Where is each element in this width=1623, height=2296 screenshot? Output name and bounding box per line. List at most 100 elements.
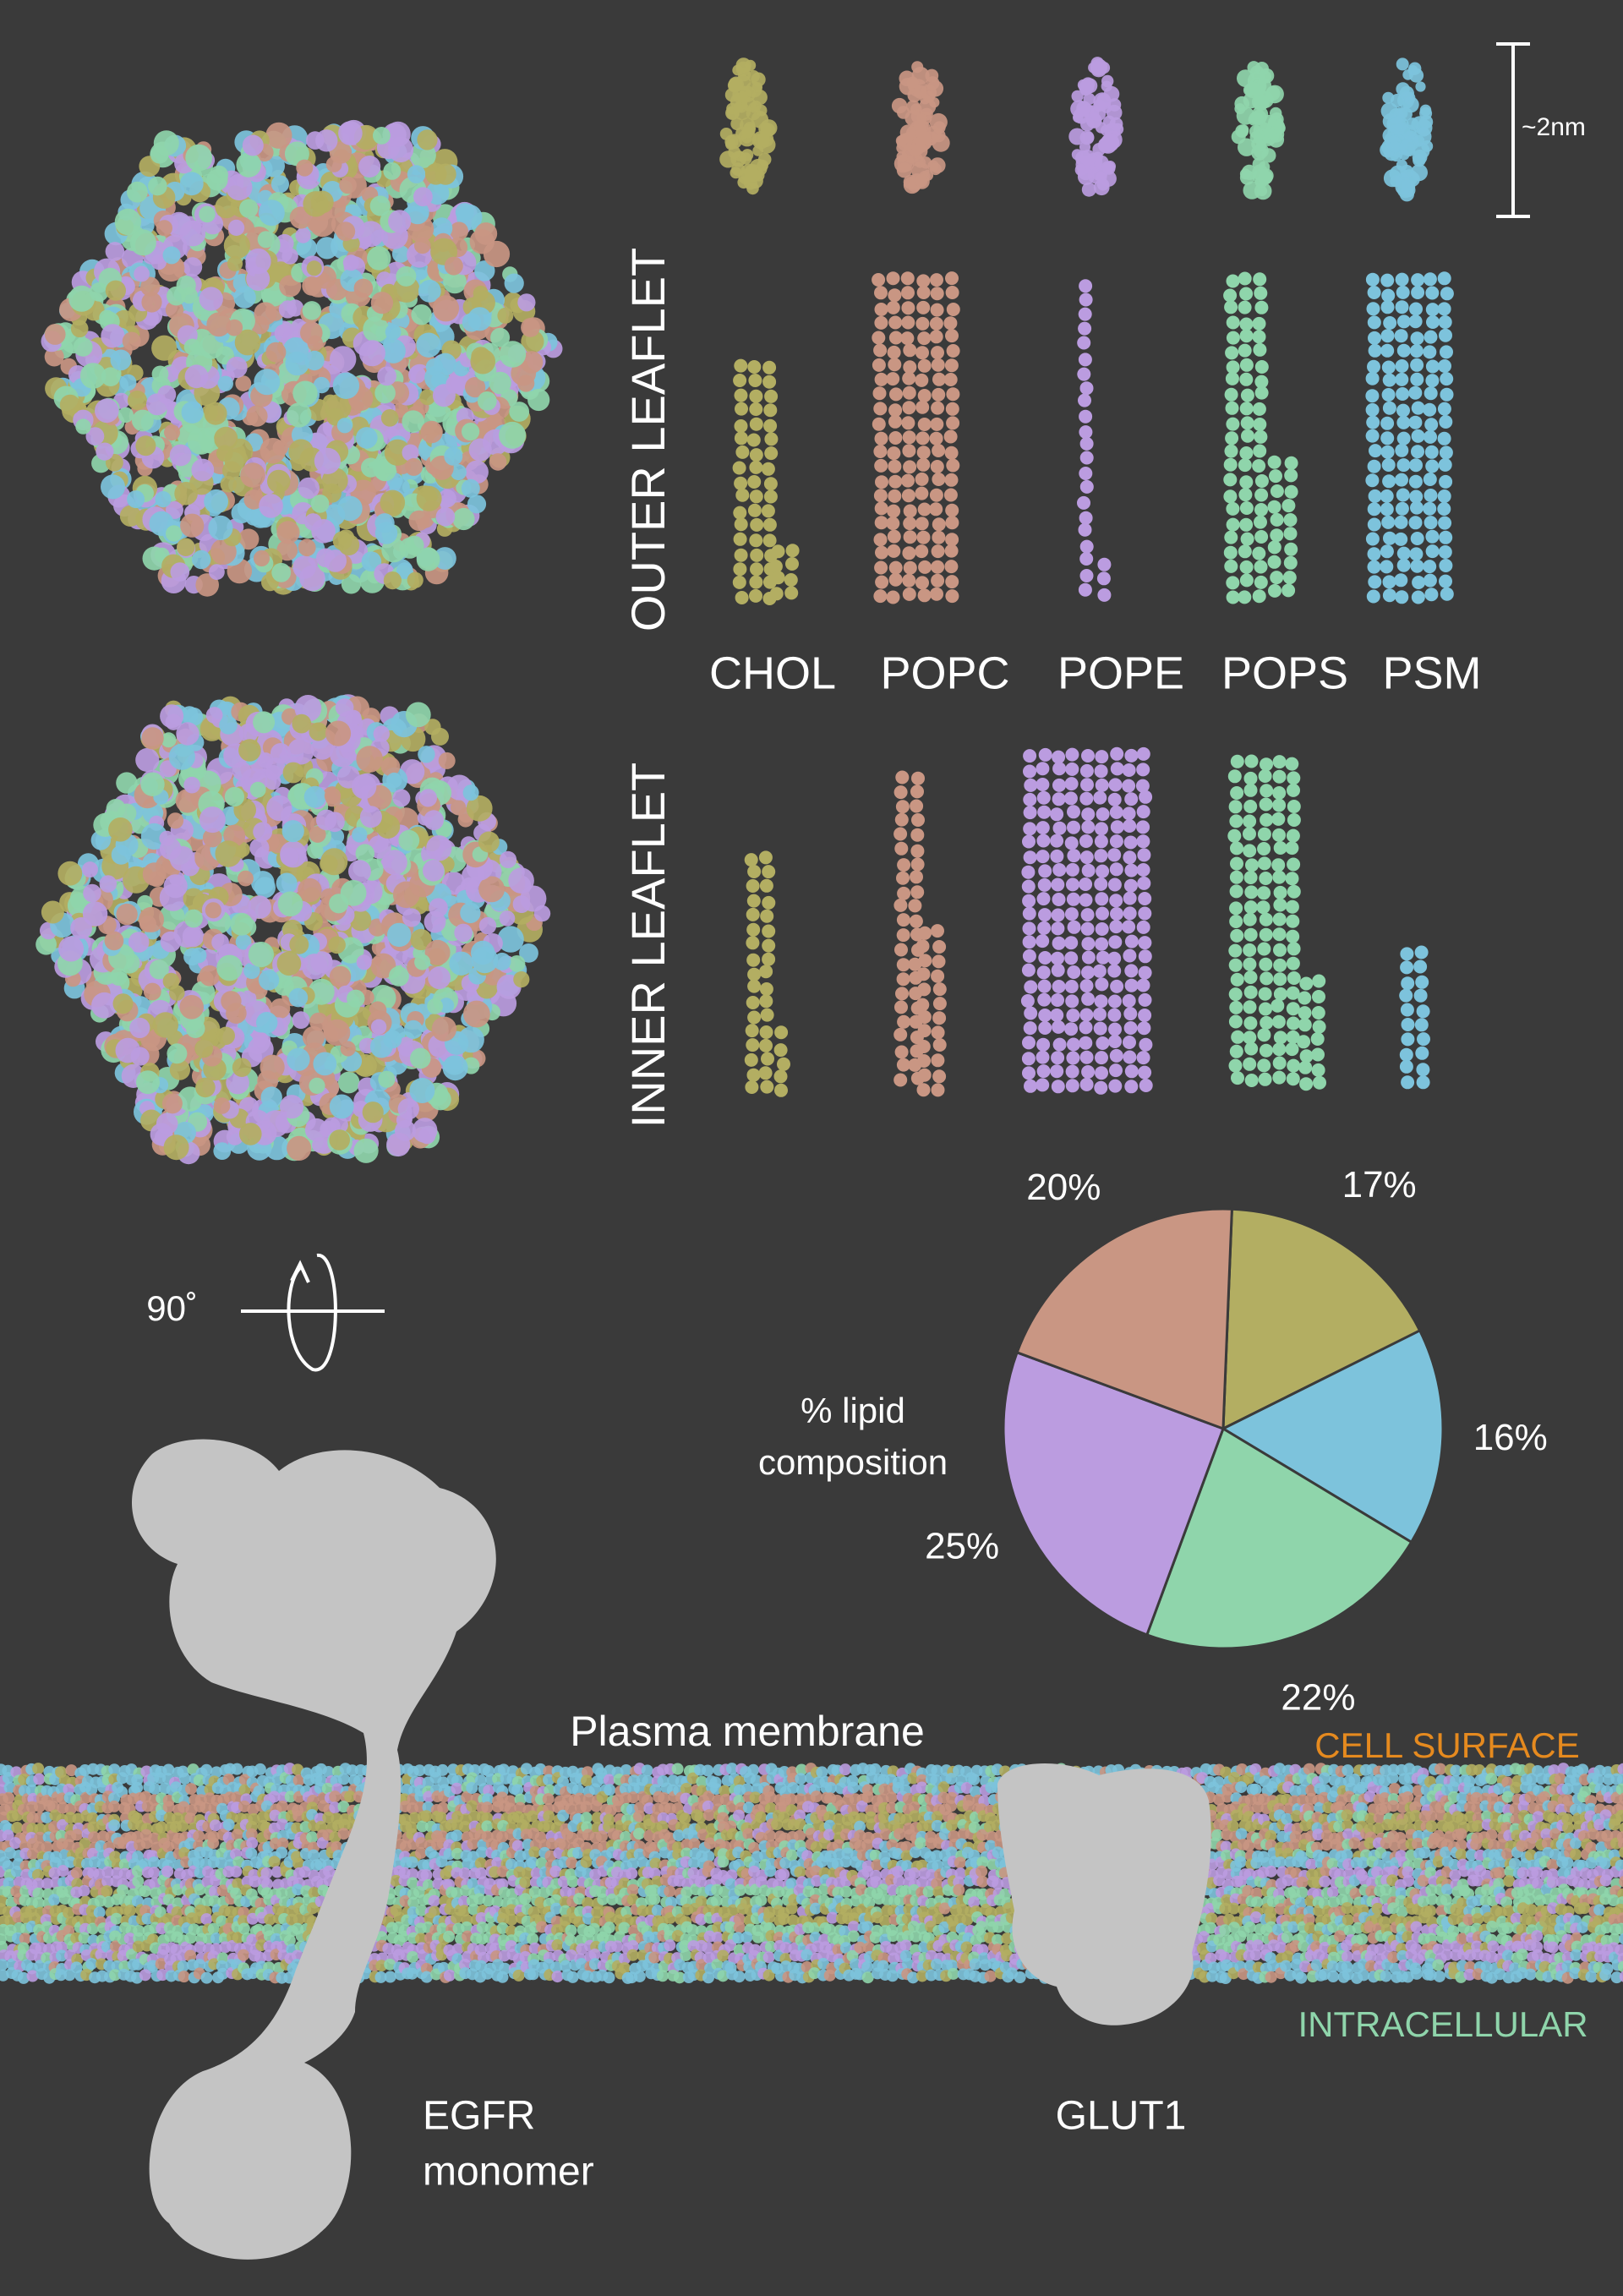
molecule-dot: [462, 423, 480, 441]
molecule-dot: [946, 387, 960, 402]
molecule-dot: [199, 205, 216, 223]
molecule-dot: [1081, 1065, 1096, 1079]
molecule-dot: [1108, 1035, 1122, 1048]
molecule-dot: [71, 1829, 84, 1841]
molecule-dot: [1064, 836, 1079, 850]
molecule-dot: [1051, 908, 1065, 922]
molecule-dot: [771, 571, 785, 585]
molecule-dot: [1240, 388, 1254, 402]
molecule-dot: [402, 908, 422, 927]
molecule-dot: [1365, 371, 1380, 385]
molecule-dot: [886, 372, 900, 386]
molecule-dot: [875, 575, 889, 589]
molecule-dot: [1415, 975, 1429, 989]
molecule-dot: [1244, 885, 1259, 899]
molecule-dot: [747, 475, 762, 489]
molecule-dot: [1038, 951, 1052, 965]
molecule-dot: [888, 560, 903, 575]
molecule-dot: [1107, 951, 1122, 965]
molecule-dot: [517, 293, 536, 312]
molecule-dot: [307, 842, 324, 859]
molecule-dot: [383, 162, 402, 180]
molecule-dot: [424, 910, 446, 933]
molecule-dot: [57, 861, 83, 886]
molecule-dot: [910, 844, 925, 858]
molecule-dot: [417, 129, 438, 150]
molecule-dot: [901, 301, 915, 315]
molecule-dot: [744, 853, 758, 867]
molecule-dot: [205, 902, 221, 919]
molecule-dot: [1138, 936, 1152, 950]
molecule-dot: [1423, 501, 1437, 516]
molecule-dot: [915, 998, 930, 1012]
molecule-dot: [1228, 800, 1243, 814]
molecule-dot: [917, 1024, 932, 1038]
molecule-dot: [747, 503, 762, 517]
molecule-dot: [1423, 573, 1437, 588]
molecule-dot: [1410, 372, 1424, 386]
molecule-dot: [408, 510, 429, 532]
molecule-dot: [1063, 791, 1078, 806]
molecule-dot: [166, 525, 183, 542]
molecule-dot: [1024, 980, 1038, 994]
molecule-dot: [1239, 358, 1254, 372]
molecule-dot: [1381, 360, 1396, 374]
molecule-dot: [1272, 927, 1287, 942]
molecule-dot: [1254, 575, 1268, 589]
molecule-dot: [903, 560, 917, 575]
molecule-dot: [1400, 1003, 1414, 1017]
molecule-dot: [1038, 864, 1052, 878]
molecule-dot: [1243, 912, 1257, 927]
molecule-dot: [1285, 841, 1299, 856]
molecule-dot: [304, 513, 322, 531]
molecule-dot: [1240, 416, 1254, 430]
molecule-dot: [1413, 134, 1425, 147]
molecule-dot: [215, 840, 242, 867]
molecule-dot: [73, 337, 93, 357]
molecule-dot: [943, 429, 958, 444]
molecule-dot: [139, 906, 164, 932]
molecule-dot: [233, 286, 256, 309]
molecule-dot: [1102, 115, 1116, 128]
molecule-dot: [95, 398, 119, 424]
molecule-dot: [1023, 792, 1037, 806]
molecule-dot: [929, 502, 943, 517]
molecule-dot: [301, 954, 328, 980]
molecule-dot: [769, 587, 784, 601]
molecule-dot: [1390, 175, 1402, 188]
molecule-dot: [1036, 790, 1051, 805]
molecule-dot: [732, 575, 746, 589]
molecule-dot: [1394, 329, 1408, 343]
molecule-dot: [418, 746, 435, 763]
molecule-dot: [745, 1080, 759, 1094]
molecule-dot: [1094, 764, 1108, 779]
molecule-dot: [888, 459, 902, 473]
molecule-dot: [110, 349, 132, 371]
molecule-dot: [1254, 429, 1268, 444]
molecule-dot: [200, 1763, 213, 1776]
molecule-dot: [764, 389, 779, 403]
molecule-dot: [1270, 484, 1284, 498]
molecule-dot: [747, 979, 762, 993]
molecule-dot: [313, 1052, 337, 1076]
molecule-dot: [1021, 879, 1036, 894]
molecule-dot: [763, 477, 778, 491]
molecule-dot: [1368, 489, 1382, 503]
molecule-dot: [370, 292, 393, 314]
molecule-dot: [887, 544, 901, 558]
molecule-dot: [1286, 986, 1300, 1000]
molecule-dot: [431, 1016, 457, 1041]
molecule-dot: [1259, 68, 1275, 84]
molecule-dot: [896, 928, 910, 943]
molecule-dot: [901, 473, 915, 488]
molecule-dot: [1245, 858, 1259, 872]
molecule-dot: [1297, 1035, 1311, 1049]
molecule-dot: [1396, 57, 1409, 71]
molecule-dot: [418, 789, 437, 807]
molecule-dot: [101, 324, 125, 348]
molecule-dot: [1064, 907, 1079, 921]
molecule-dot: [1254, 286, 1268, 300]
molecule-dot: [759, 1038, 773, 1052]
molecule-dot: [1123, 1050, 1137, 1064]
molecule-dot: [1273, 885, 1287, 899]
